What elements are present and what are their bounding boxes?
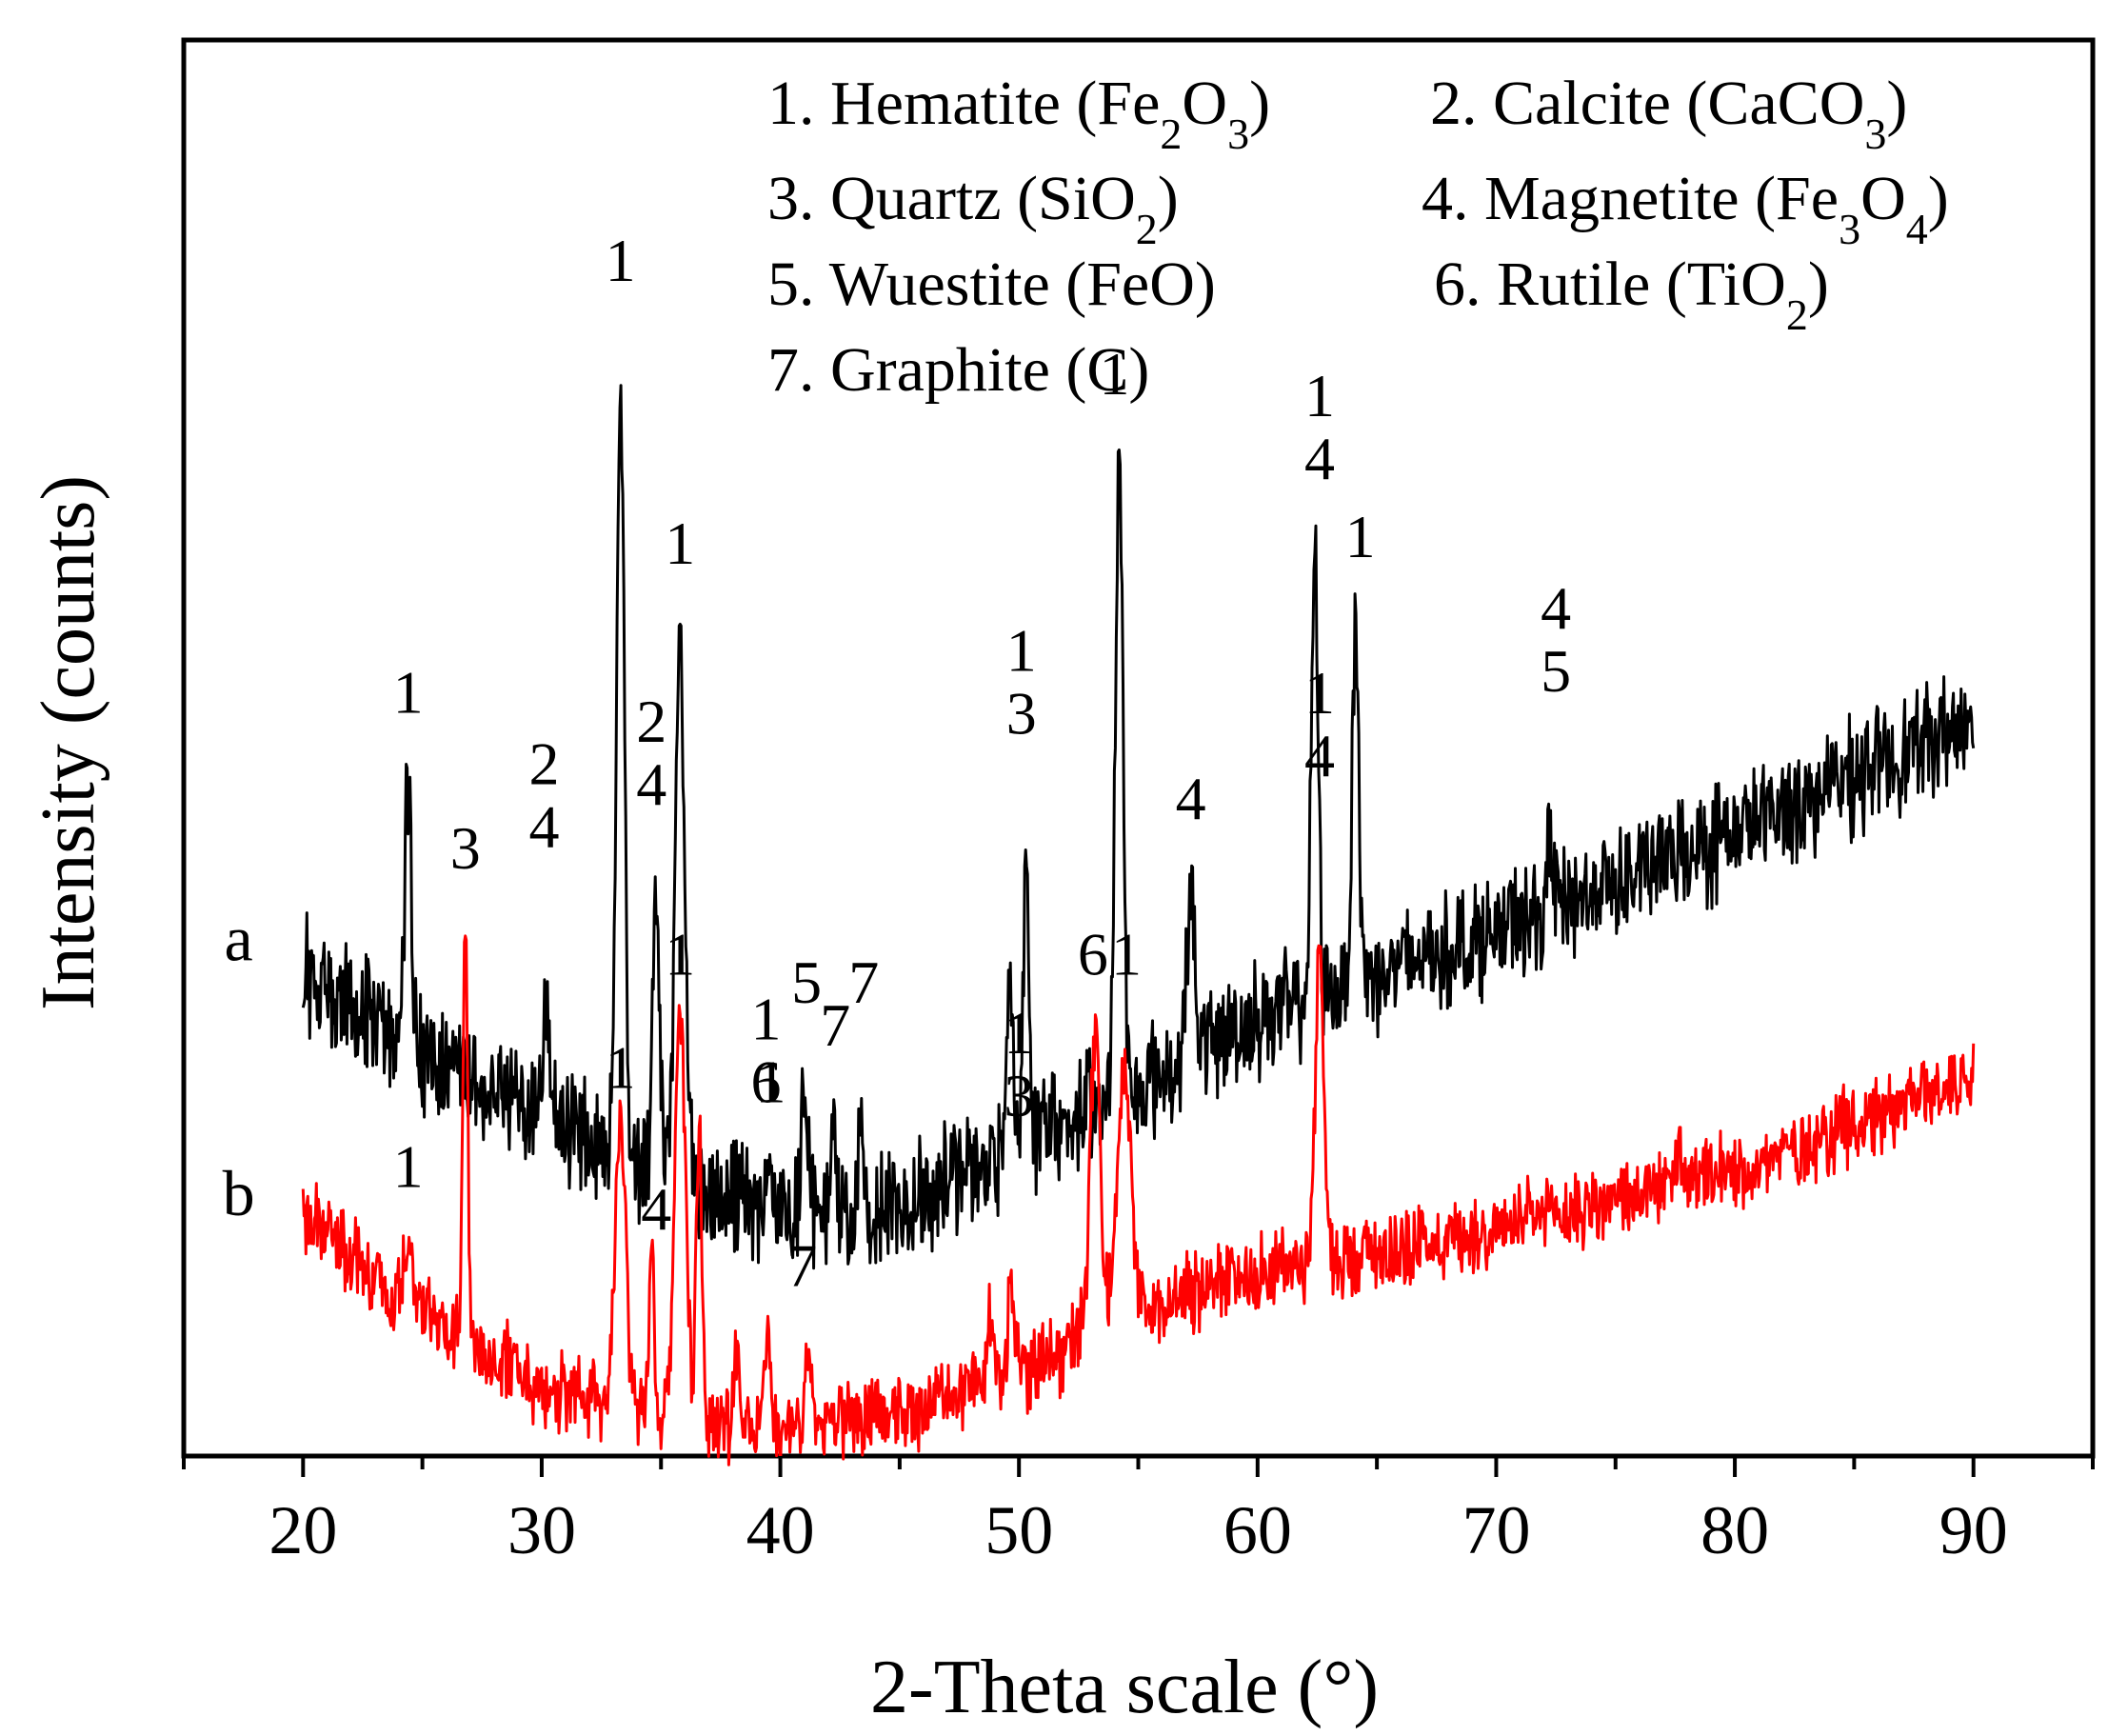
peak-label-a-7-0: 7 [820,991,850,1059]
x-tick-label-70: 70 [1462,1492,1530,1568]
peak-label-b-5-0: 1 [751,985,782,1052]
peak-label-b-3-0: 4 [641,1175,671,1243]
legend-entry-7: 7. Graphite (C) [767,335,1149,405]
peak-label-a-14-1: 5 [1541,637,1571,705]
peak-label-a-13-0: 1 [1345,503,1376,570]
series-a-line [301,384,1976,1270]
peak-label-b-0-0: 1 [393,1132,424,1200]
peak-label-b-6-0: 7 [786,1232,817,1300]
x-tick-label-50: 50 [984,1492,1053,1568]
legend-entry-6: 6. Rutile (TiO2) [1434,249,1829,339]
series-labels: ab [223,903,255,1230]
peak-label-b-9-0: 1 [1111,920,1142,988]
x-tick-label-60: 60 [1223,1492,1292,1568]
series-label-a: a [225,903,253,975]
peak-label-a-6-0: 5 [791,948,822,1016]
peak-label-b-1-0: 3 [450,814,481,882]
x-axis-title: 2-Theta scale (°) [870,1646,1379,1729]
legend-entry-4: 4. Magnetite (Fe3O4) [1422,164,1949,253]
peak-label-a-2-0: 2 [636,688,666,755]
peak-label-a-1-0: 2 [528,730,559,798]
series-label-b: b [223,1157,255,1229]
x-tick-label-40: 40 [746,1492,815,1568]
x-tick-label-30: 30 [507,1492,576,1568]
peak-label-b-10-0: 1 [1304,659,1335,727]
series-layer [301,384,1976,1467]
series-b-line [301,934,1976,1467]
peak-label-a-12-0: 1 [1304,362,1335,429]
peak-label-b-4-0: 1 [665,920,695,988]
x-tick-label-90: 90 [1939,1492,2008,1568]
peak-label-b-5-1: 6 [751,1048,782,1115]
legend: 1. Hematite (Fe2O3) 2. Calcite (CaCO3) 3. … [767,69,1949,405]
peak-label-a-10-0: 1 [1099,340,1129,408]
peak-label-a-0-0: 1 [393,658,424,726]
x-axis-ticks: 20 30 40 50 60 70 80 90 [182,1456,2095,1568]
peak-label-a-2-1: 4 [636,750,666,818]
peak-label-b-7-1: 3 [1004,1062,1034,1129]
x-tick-label-80: 80 [1700,1492,1769,1568]
legend-entry-5: 5. Wuestite (FeO) [767,249,1216,319]
y-axis-title: Intensity (counts) [27,475,110,1010]
peak-label-a-1-1: 4 [528,793,559,861]
legend-entry-3: 3. Quartz (SiO2) [767,164,1179,253]
legend-entry-1: 1. Hematite (Fe2O3) [767,69,1270,158]
peak-label-a-8-0: 7 [848,948,879,1016]
peak-label-a-3-0: 1 [606,227,636,294]
peak-label-a-14-0: 4 [1541,574,1571,642]
x-tick-label-20: 20 [268,1492,337,1568]
peak-label-a-5-0: 1 [756,1048,786,1115]
peak-label-b-7-0: 1 [1004,999,1034,1067]
peak-label-a-4-0: 1 [665,509,695,577]
peak-label-a-12-1: 4 [1304,425,1335,492]
legend-entry-2: 2. Calcite (CaCO3) [1430,69,1907,158]
peak-label-b-10-1: 4 [1304,722,1335,789]
peak-label-a-9-0: 1 [1006,617,1037,685]
peak-label-a-9-1: 3 [1006,680,1037,748]
peak-label-b-2-0: 1 [606,1033,636,1101]
peak-label-a-11-0: 4 [1176,765,1206,832]
peak-label-b-8-0: 6 [1078,920,1108,988]
